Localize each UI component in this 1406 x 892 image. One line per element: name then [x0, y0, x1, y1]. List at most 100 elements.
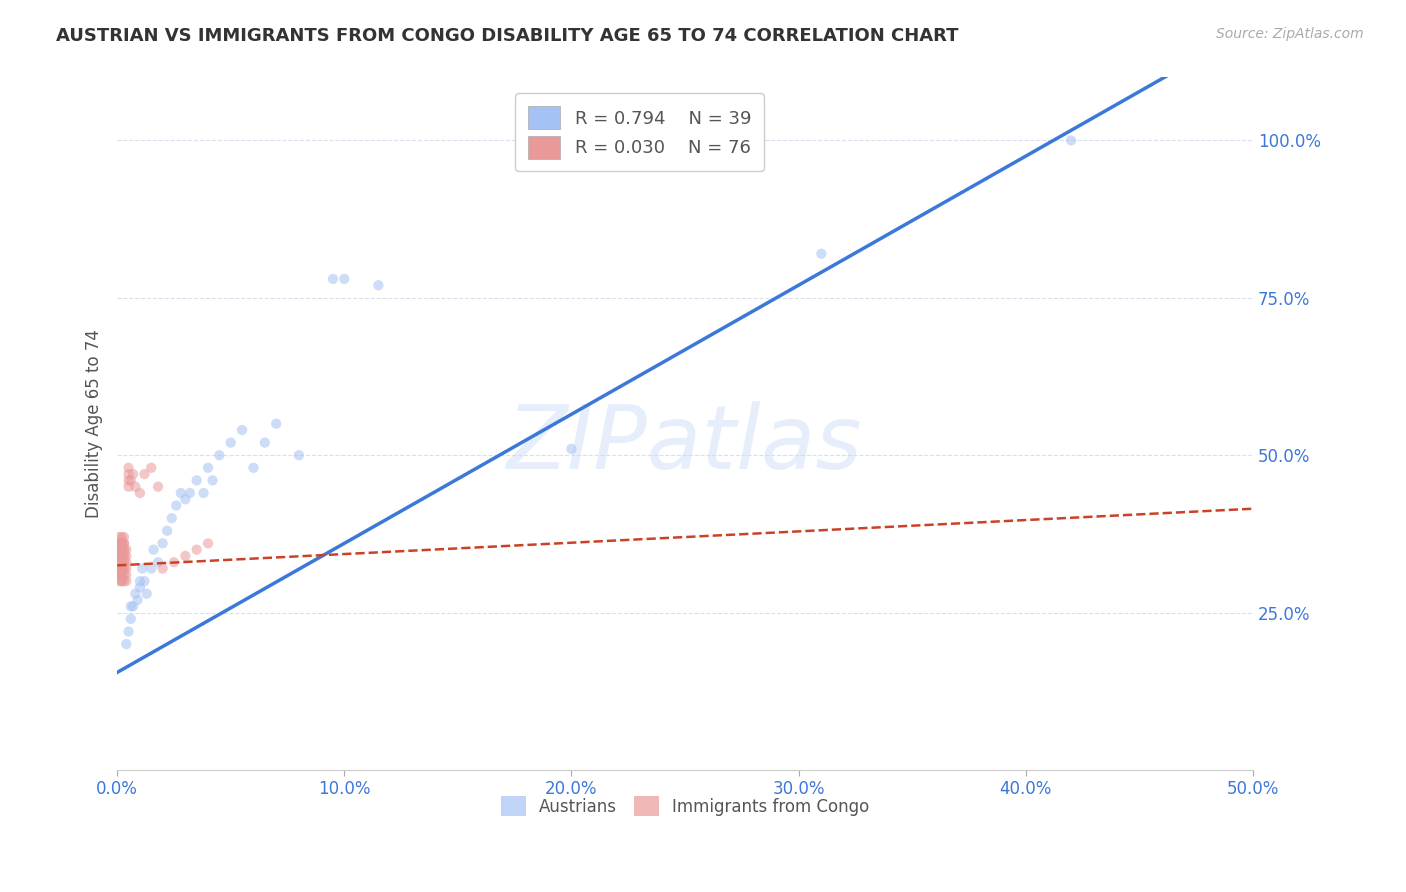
Point	[560, 442, 582, 456]
Point	[219, 435, 242, 450]
Point	[108, 555, 131, 569]
Point	[108, 555, 131, 569]
Point	[197, 460, 219, 475]
Point	[142, 542, 165, 557]
Point	[111, 567, 134, 582]
Point	[111, 536, 134, 550]
Point	[108, 549, 131, 563]
Point	[112, 542, 135, 557]
Point	[111, 542, 134, 557]
Point	[112, 549, 135, 563]
Point	[186, 542, 208, 557]
Point	[165, 499, 187, 513]
Point	[111, 542, 134, 557]
Point	[134, 467, 156, 481]
Point	[112, 536, 135, 550]
Point	[111, 542, 134, 557]
Point	[108, 549, 131, 563]
Point	[231, 423, 253, 437]
Point	[117, 467, 139, 481]
Point	[135, 587, 157, 601]
Point	[179, 486, 201, 500]
Point	[108, 542, 131, 557]
Point	[111, 542, 134, 557]
Point	[129, 574, 152, 588]
Point	[201, 474, 224, 488]
Point	[108, 561, 131, 575]
Point	[108, 530, 131, 544]
Point	[112, 567, 135, 582]
Point	[163, 555, 186, 569]
Point	[112, 574, 135, 588]
Point	[111, 549, 134, 563]
Legend: Austrians, Immigrants from Congo: Austrians, Immigrants from Congo	[492, 788, 877, 824]
Point	[111, 536, 134, 550]
Point	[112, 561, 135, 575]
Point	[111, 567, 134, 582]
Text: AUSTRIAN VS IMMIGRANTS FROM CONGO DISABILITY AGE 65 TO 74 CORRELATION CHART: AUSTRIAN VS IMMIGRANTS FROM CONGO DISABI…	[56, 27, 959, 45]
Point	[127, 593, 149, 607]
Point	[111, 549, 134, 563]
Point	[117, 480, 139, 494]
Point	[174, 549, 197, 563]
Point	[117, 624, 139, 639]
Point	[810, 246, 832, 260]
Point	[112, 561, 135, 575]
Point	[197, 536, 219, 550]
Point	[193, 486, 215, 500]
Point	[108, 561, 131, 575]
Point	[186, 474, 208, 488]
Point	[115, 555, 138, 569]
Point	[111, 555, 134, 569]
Point	[111, 561, 134, 575]
Point	[117, 474, 139, 488]
Text: Source: ZipAtlas.com: Source: ZipAtlas.com	[1216, 27, 1364, 41]
Point	[111, 567, 134, 582]
Point	[124, 480, 146, 494]
Point	[108, 549, 131, 563]
Point	[112, 536, 135, 550]
Point	[115, 542, 138, 557]
Point	[129, 486, 152, 500]
Point	[115, 561, 138, 575]
Point	[115, 637, 138, 651]
Point	[108, 536, 131, 550]
Point	[111, 574, 134, 588]
Point	[111, 555, 134, 569]
Point	[115, 567, 138, 582]
Point	[156, 524, 179, 538]
Point	[112, 555, 135, 569]
Point	[111, 555, 134, 569]
Point	[111, 555, 134, 569]
Text: ZIPatlas: ZIPatlas	[508, 401, 863, 488]
Point	[111, 561, 134, 575]
Point	[208, 448, 231, 462]
Point	[111, 574, 134, 588]
Point	[112, 542, 135, 557]
Point	[152, 561, 174, 575]
Point	[146, 480, 169, 494]
Point	[108, 574, 131, 588]
Point	[108, 536, 131, 550]
Point	[170, 486, 193, 500]
Point	[264, 417, 287, 431]
Point	[115, 574, 138, 588]
Y-axis label: Disability Age 65 to 74: Disability Age 65 to 74	[86, 329, 103, 518]
Point	[174, 492, 197, 507]
Point	[111, 561, 134, 575]
Point	[141, 561, 163, 575]
Point	[134, 574, 156, 588]
Point	[131, 561, 153, 575]
Point	[152, 536, 174, 550]
Point	[120, 612, 142, 626]
Point	[111, 549, 134, 563]
Point	[112, 549, 135, 563]
Point	[117, 460, 139, 475]
Point	[120, 599, 142, 614]
Point	[112, 555, 135, 569]
Point	[112, 530, 135, 544]
Point	[111, 536, 134, 550]
Point	[288, 448, 311, 462]
Point	[367, 278, 389, 293]
Point	[108, 555, 131, 569]
